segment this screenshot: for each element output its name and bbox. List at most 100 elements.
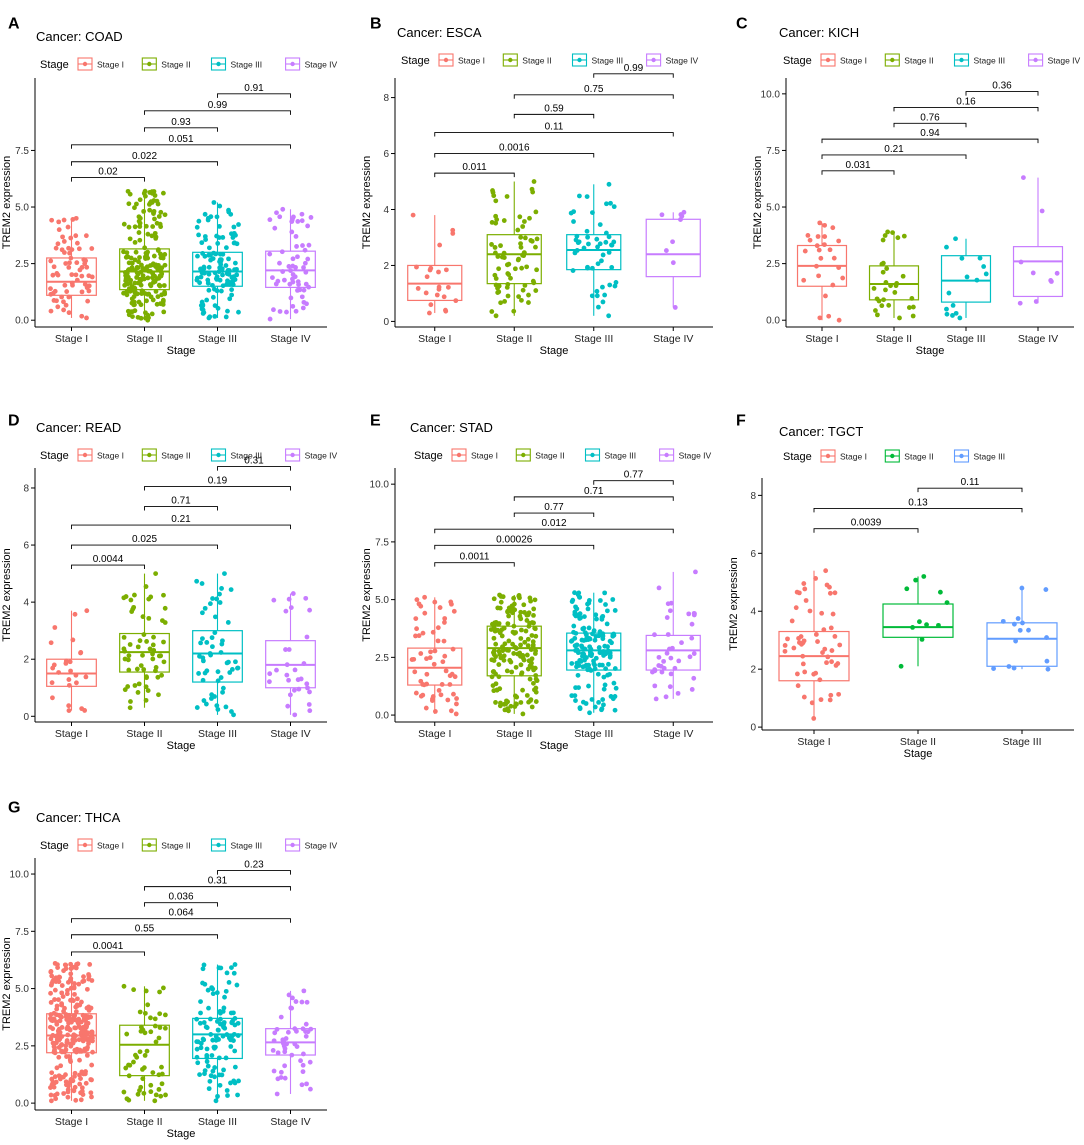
data-point	[432, 599, 438, 605]
data-point	[959, 255, 965, 261]
data-point	[569, 661, 575, 666]
data-point	[587, 652, 593, 658]
data-point	[448, 708, 454, 714]
data-point	[153, 234, 159, 240]
data-point	[214, 288, 220, 294]
data-point	[493, 276, 499, 281]
legend-key-dot	[290, 61, 295, 67]
data-point	[220, 1023, 226, 1028]
comparison: 0.99	[144, 100, 291, 115]
data-point	[74, 277, 80, 283]
data-point	[229, 667, 235, 672]
data-point	[49, 680, 55, 686]
p-value-label: 0.0041	[93, 941, 124, 952]
legend-label: Stage IV	[305, 451, 338, 461]
data-points	[48, 960, 95, 1104]
data-points	[121, 571, 168, 711]
data-point	[122, 648, 128, 654]
data-point	[522, 283, 528, 288]
data-point	[591, 628, 597, 634]
data-point	[511, 651, 517, 656]
data-point	[54, 1065, 60, 1071]
data-point	[225, 1093, 230, 1098]
comparison-bracket	[71, 161, 218, 166]
data-point	[235, 1020, 241, 1026]
legend-key-dot	[825, 453, 831, 459]
data-point	[295, 677, 301, 683]
data-point	[283, 608, 289, 614]
data-point	[1044, 635, 1049, 640]
data-point	[159, 1064, 164, 1070]
data-points	[270, 988, 314, 1097]
data-point	[55, 978, 61, 984]
data-point	[200, 636, 205, 642]
legend-item: Stage III	[584, 448, 636, 462]
data-point	[600, 252, 606, 258]
data-point	[416, 633, 422, 639]
data-point	[68, 961, 74, 967]
data-point	[522, 219, 527, 224]
data-point	[517, 650, 523, 656]
data-point	[55, 241, 61, 247]
legend-key-dot	[82, 61, 88, 67]
data-point	[944, 311, 950, 317]
data-point	[574, 642, 580, 648]
legend-key-dot	[890, 57, 895, 63]
y-tick-label: 7.5	[375, 537, 389, 548]
legend-key-dot	[290, 452, 295, 458]
data-point	[582, 614, 587, 619]
data-point	[573, 611, 579, 617]
data-point	[131, 604, 137, 610]
data-point	[521, 657, 527, 663]
data-point	[576, 193, 582, 199]
comparison-bracket	[217, 466, 291, 471]
data-point	[519, 671, 524, 677]
data-point	[306, 702, 312, 707]
data-point	[137, 638, 143, 644]
comparison-bracket	[434, 562, 515, 567]
data-point	[202, 1071, 207, 1077]
data-point	[691, 675, 697, 681]
data-point	[501, 653, 507, 659]
data-point	[143, 310, 148, 316]
data-point	[141, 208, 147, 214]
data-point	[137, 237, 143, 243]
data-point	[69, 272, 75, 278]
data-point	[121, 221, 127, 227]
data-point	[154, 198, 160, 204]
data-point	[435, 638, 441, 644]
data-point	[226, 209, 232, 215]
data-point	[138, 1024, 144, 1030]
data-point	[445, 697, 451, 703]
data-point	[152, 216, 157, 222]
data-point	[611, 680, 617, 686]
data-point	[214, 214, 220, 220]
data-point	[132, 280, 138, 286]
data-point	[277, 309, 283, 314]
box-2	[868, 229, 920, 321]
box-iqr	[645, 218, 701, 278]
data-point	[529, 704, 535, 710]
data-point	[442, 616, 448, 621]
data-point	[153, 289, 159, 294]
comparison-bracket	[821, 138, 1039, 144]
data-point	[206, 1005, 211, 1011]
data-point	[127, 236, 133, 242]
data-point	[823, 568, 829, 574]
data-point	[200, 303, 206, 309]
data-point	[793, 605, 799, 611]
legend-label: Stage IV	[1048, 56, 1081, 66]
data-point	[606, 313, 612, 319]
data-point	[299, 211, 305, 217]
data-point	[271, 597, 277, 603]
data-point	[606, 249, 612, 255]
legend-label: Stage IV	[305, 60, 338, 70]
data-point	[140, 273, 146, 279]
data-point	[828, 692, 834, 698]
data-points	[944, 236, 989, 321]
data-point	[152, 230, 158, 236]
x-tick-label: Stage III	[946, 333, 985, 345]
comparison: 0.36	[965, 81, 1039, 96]
data-point	[224, 1032, 230, 1037]
data-point	[50, 695, 55, 701]
